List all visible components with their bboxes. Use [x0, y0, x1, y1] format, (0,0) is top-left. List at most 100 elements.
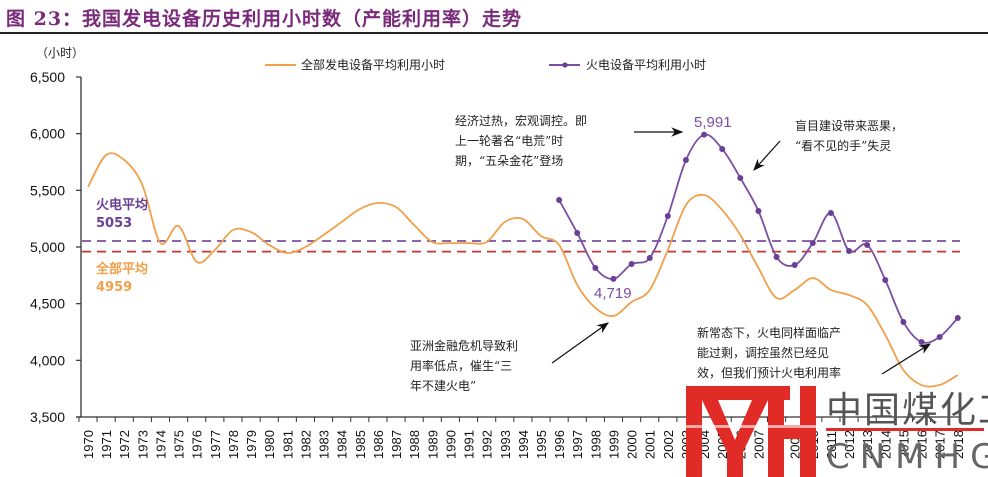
- x-tick-label: 1976: [190, 430, 205, 459]
- annotation-text-line: 上一轮著名“电荒”时: [455, 133, 563, 148]
- data-point-thermal: [646, 254, 653, 261]
- x-tick-label: 1983: [317, 430, 332, 459]
- x-tick-label: 1979: [244, 430, 259, 459]
- x-tick-label: 1974: [153, 430, 168, 459]
- x-tick-label: 1991: [462, 430, 477, 459]
- x-tick-label: 2012: [842, 430, 857, 459]
- x-tick-label: 2016: [915, 430, 930, 459]
- x-tick-label: 2017: [933, 430, 948, 459]
- x-tick-label: 1998: [588, 430, 603, 459]
- data-point-thermal: [936, 333, 943, 340]
- data-point-thermal: [628, 261, 635, 267]
- x-tick-label: 1978: [226, 430, 241, 459]
- x-tick-label: 1992: [480, 430, 495, 459]
- annotation-text-line: “看不见的手”失灵: [795, 138, 891, 153]
- x-tick-label: 2000: [625, 430, 640, 459]
- x-tick-label: 2013: [860, 430, 875, 459]
- y-tick-label: 6,000: [30, 126, 65, 142]
- data-point-thermal: [827, 210, 834, 216]
- x-tick-label: 2007: [751, 430, 766, 459]
- data-point-thermal: [610, 275, 617, 282]
- x-tick-label: 1971: [99, 430, 114, 459]
- x-tick-label: 2018: [951, 430, 966, 459]
- x-tick-label: 1995: [534, 430, 549, 459]
- annotation-new-normal: 新常态下，火电同样面临产 能过剩，调控虽然已经见 效，但我们预计火电利用率: [697, 325, 932, 380]
- data-point-thermal: [701, 131, 708, 138]
- x-tick-label: 1973: [135, 430, 150, 459]
- y-tick-label: 4,000: [30, 352, 65, 368]
- data-point-thermal: [846, 247, 853, 254]
- annotation-text-line: 盲目建设带来恶果，: [795, 118, 903, 133]
- x-tick-label: 1970: [81, 430, 96, 459]
- legend-label-thermal: 火电设备平均利用小时: [586, 58, 706, 72]
- data-point-thermal: [737, 174, 744, 181]
- thermal-avg-value: 5053: [96, 216, 132, 231]
- data-point-thermal: [664, 212, 671, 219]
- annotation-text-line: 期，“五朵金花”登场: [455, 153, 563, 168]
- x-tick-label: 2014: [878, 430, 893, 459]
- annotation-text-line: 经济过热，宏观调控。即: [455, 113, 587, 128]
- data-point-thermal: [882, 276, 889, 283]
- y-tick-label: 3,500: [30, 409, 65, 425]
- reference-lines: [82, 240, 960, 253]
- data-point-thermal: [918, 338, 925, 345]
- series-line-all: [87, 152, 959, 388]
- legend: 全部发电设备平均利用小时 火电设备平均利用小时: [265, 57, 706, 72]
- data-point-thermal: [864, 241, 871, 248]
- y-tick-label: 6,500: [30, 69, 65, 85]
- x-tick-label: 1993: [498, 430, 513, 459]
- legend-label-all: 全部发电设备平均利用小时: [301, 57, 445, 72]
- data-point-thermal: [773, 253, 780, 260]
- annotation-blind-build: 盲目建设带来恶果， “看不见的手”失灵: [753, 118, 903, 171]
- all-avg-label: 全部平均: [95, 261, 148, 277]
- title-rule: [0, 32, 988, 34]
- y-axis-unit-label: （小时）: [36, 46, 84, 60]
- annotation-arrow: [753, 140, 781, 171]
- x-tick-label: 1975: [172, 430, 187, 459]
- logo-name-cn: 中国煤化工: [826, 390, 988, 431]
- annotation-text-line: 新常态下，火电同样面临产: [697, 325, 841, 340]
- x-tick-label: 1990: [443, 430, 458, 459]
- series-group: [87, 131, 961, 388]
- x-tick-label: 1980: [262, 430, 277, 459]
- x-tick-label: 1977: [208, 430, 223, 459]
- trough-label: 4,719: [594, 285, 632, 302]
- data-point-thermal: [809, 240, 816, 247]
- legend-marker-thermal: [562, 62, 568, 68]
- annotation-text-line: 用率低点，催生“三: [410, 358, 512, 373]
- annotation-text-line: 能过剩，调控虽然已经见: [697, 345, 829, 360]
- data-point-thermal: [556, 196, 563, 203]
- x-tick-label: 1988: [407, 430, 422, 459]
- x-tick-label: 1989: [425, 430, 440, 459]
- x-tick-label: 1982: [298, 430, 313, 459]
- all-avg-value: 4959: [96, 280, 132, 295]
- annotation-text-line: 效，但我们预计火电利用率: [697, 365, 841, 380]
- x-tick-label: 1984: [335, 430, 350, 459]
- x-tick-label: 1999: [606, 430, 621, 459]
- logo-name-en: CNMHG: [826, 437, 988, 477]
- x-tick-label: 1972: [117, 430, 132, 459]
- x-tick-label: 1994: [516, 430, 531, 459]
- data-point-thermal: [574, 229, 581, 236]
- data-point-thermal: [592, 264, 599, 271]
- data-point-thermal: [755, 207, 762, 214]
- x-tick-label: 2015: [896, 430, 911, 459]
- x-tick-label: 1986: [371, 430, 386, 459]
- data-point-thermal: [791, 262, 798, 269]
- logo-mark: [686, 386, 816, 477]
- x-tick-label: 1996: [552, 430, 567, 459]
- data-point-thermal: [719, 145, 726, 152]
- annotation-arrow: [881, 343, 932, 375]
- annotation-arrow: [551, 322, 609, 364]
- x-tick-label: 2002: [661, 430, 676, 459]
- data-point-thermal: [682, 156, 689, 163]
- y-tick-label: 5,000: [30, 239, 65, 255]
- y-tick-label: 4,500: [30, 296, 65, 312]
- x-tick-label: 2001: [643, 430, 658, 459]
- data-point-thermal: [900, 319, 907, 326]
- x-tick-label: 1987: [389, 430, 404, 459]
- y-tick-label: 5,500: [30, 182, 65, 198]
- data-point-thermal: [954, 314, 961, 321]
